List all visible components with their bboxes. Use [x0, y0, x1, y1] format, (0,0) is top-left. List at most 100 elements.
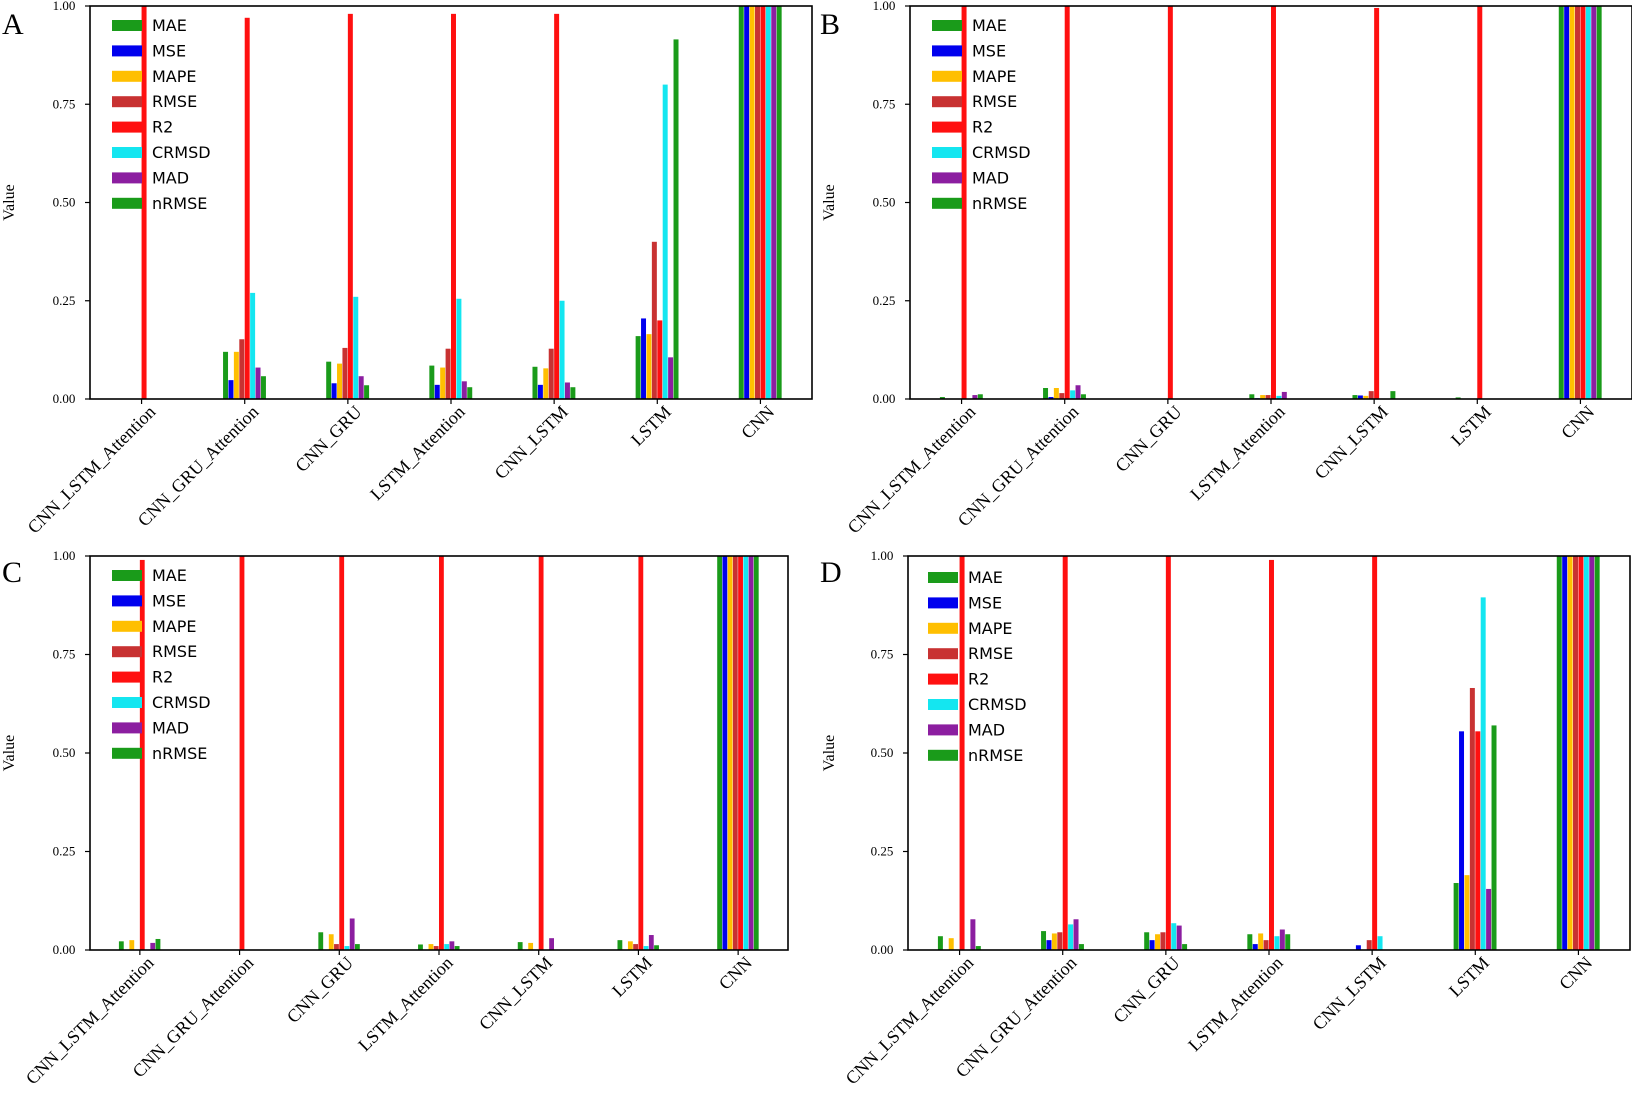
bar-mse-cnn — [744, 6, 750, 399]
x-tick-label: CNN_LSTM — [1311, 402, 1392, 483]
bar-r2-cnn-lstm-attention — [959, 556, 965, 950]
legend-swatch-mae — [932, 20, 962, 31]
y-tick-label: 0.50 — [53, 745, 76, 760]
bar-mad-cnn — [1589, 556, 1595, 950]
bar-r2-lstm — [1475, 731, 1481, 950]
bar-mse-cnn-gru — [1149, 940, 1155, 950]
bar-r2-cnn-gru-attention — [1064, 6, 1070, 399]
legend-swatch-r2 — [932, 121, 962, 133]
legend-swatch-rmse — [112, 646, 142, 658]
bar-nrmse-cnn — [753, 556, 759, 950]
bar-r2-cnn-lstm — [1374, 7, 1380, 400]
bar-nrmse-lstm-attention — [467, 387, 473, 399]
bar-mse-cnn — [1562, 556, 1568, 950]
bar-rmse-cnn — [1573, 556, 1578, 950]
bar-nrmse-cnn-lstm-attention — [155, 938, 161, 950]
legend-swatch-r2 — [112, 671, 142, 683]
x-tick-label: LSTM — [1447, 402, 1495, 450]
bar-mse-cnn-gru — [331, 383, 337, 399]
legend-label-mad: MAD — [968, 720, 1005, 739]
bar-mad-cnn — [771, 6, 777, 399]
legend-label-mae: MAE — [968, 568, 1003, 587]
bar-mae-cnn-lstm — [1352, 395, 1358, 399]
bar-nrmse-lstm — [673, 39, 679, 400]
legend-swatch-mae — [928, 572, 958, 583]
bar-mape-cnn-lstm — [543, 368, 549, 399]
bar-r2-cnn-gru — [1165, 556, 1171, 950]
bar-crmsd-cnn-lstm — [559, 300, 565, 399]
bar-mse-lstm-attention — [1252, 944, 1258, 950]
bar-mae-lstm-attention — [418, 944, 423, 950]
legend-label-mape: MAPE — [968, 619, 1013, 638]
legend-label-r2: R2 — [152, 668, 173, 687]
bar-rmse-cnn-gru-attention — [239, 339, 245, 399]
bar-rmse-lstm-attention — [1265, 395, 1271, 399]
bar-mape-cnn-gru — [337, 363, 343, 399]
bar-mad-cnn-gru — [1176, 925, 1182, 950]
bar-mad-cnn — [748, 556, 754, 950]
bar-mae-cnn-lstm-attention — [937, 936, 943, 950]
bar-rmse-cnn-gru — [342, 347, 348, 399]
bar-rmse-cnn-gru-attention — [1059, 393, 1065, 399]
y-axis-label: Value — [821, 735, 838, 771]
bar-nrmse-cnn-gru-attention — [1080, 394, 1086, 399]
bar-mad-cnn-lstm-attention — [150, 942, 156, 950]
bar-crmsd-cnn-gru — [1171, 923, 1177, 950]
bar-crmsd-lstm-attention — [456, 298, 462, 399]
y-axis-label: Value — [1, 735, 18, 771]
bar-mape-cnn-gru-attention — [1051, 933, 1057, 950]
bar-mae-cnn — [717, 556, 723, 950]
legend-label-mad: MAD — [152, 168, 189, 187]
bar-r2-cnn-gru — [347, 13, 353, 400]
bar-mse-cnn — [722, 556, 728, 950]
y-tick-label: 0.75 — [873, 96, 896, 111]
legend-label-nrmse: nRMSE — [152, 194, 207, 213]
legend-swatch-nrmse — [928, 749, 958, 761]
bar-mad-lstm-attention — [1281, 391, 1287, 399]
bar-mape-lstm-attention — [428, 944, 434, 950]
x-tick-label: CNN_LSTM — [491, 402, 572, 483]
bar-crmsd-cnn — [765, 6, 771, 399]
bar-rmse-cnn-lstm — [548, 348, 554, 399]
y-tick-label: 0.75 — [53, 96, 76, 111]
y-tick-label: 0.25 — [871, 844, 894, 859]
bar-mae-lstm — [1453, 883, 1459, 950]
bar-mse-cnn-gru-attention — [1048, 397, 1054, 399]
bar-nrmse-cnn-gru-attention — [260, 376, 266, 399]
legend-swatch-mad — [932, 172, 962, 184]
legend-swatch-mape — [928, 622, 958, 634]
bar-crmsd-cnn-gru — [344, 946, 350, 950]
legend-label-mad: MAD — [972, 168, 1009, 187]
legend-label-mse: MSE — [152, 591, 186, 610]
bar-mape-lstm — [627, 941, 633, 950]
bar-r2-cnn — [760, 6, 766, 399]
legend-label-mae: MAE — [152, 566, 187, 585]
bar-r2-lstm — [1477, 6, 1483, 399]
legend-swatch-crmsd — [932, 147, 962, 158]
legend-swatch-mse — [928, 597, 958, 609]
y-tick-label: 0.00 — [53, 942, 76, 957]
legend: MAE MSE MAPE RMSE R2 CRMSD MAD nRMSE — [112, 566, 211, 763]
legend-swatch-mse — [932, 45, 962, 57]
x-tick-label: CNN — [737, 402, 778, 443]
bar-r2-cnn-gru-attention — [239, 556, 245, 950]
y-tick-label: 0.50 — [871, 745, 894, 760]
x-tick-label: CNN — [1557, 402, 1598, 443]
bar-nrmse-cnn — [1596, 6, 1602, 399]
x-tick-label: CNN_GRU — [1111, 402, 1185, 476]
bar-rmse-cnn — [732, 556, 738, 950]
legend-swatch-mape — [112, 70, 142, 82]
bar-nrmse-cnn-lstm — [570, 387, 576, 399]
legend-label-rmse: RMSE — [152, 92, 197, 111]
bar-mae-cnn-gru-attention — [223, 351, 229, 399]
bar-mape-cnn-lstm-attention — [948, 938, 954, 950]
bar-r2-cnn-gru — [1167, 6, 1173, 399]
legend: MAE MSE MAPE RMSE R2 CRMSD MAD nRMSE — [932, 16, 1031, 213]
bar-mad-lstm-attention — [1279, 929, 1285, 950]
bar-mape-cnn — [1569, 6, 1575, 399]
bar-rmse-cnn-gru — [1160, 932, 1166, 950]
bar-mse-cnn-gru-attention — [1046, 940, 1052, 950]
legend: MAE MSE MAPE RMSE R2 CRMSD MAD nRMSE — [928, 568, 1027, 765]
chart-panel-d: 0.000.250.500.751.00CNN_LSTM_AttentionCN… — [820, 548, 1631, 1088]
